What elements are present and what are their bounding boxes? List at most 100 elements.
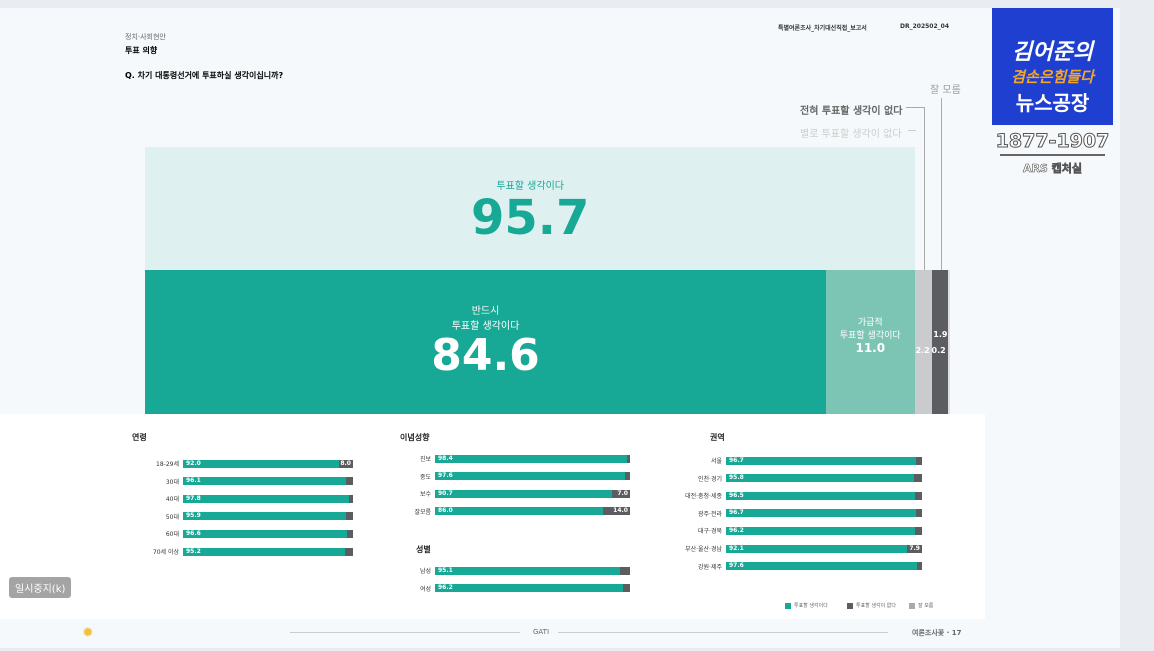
total-value: 95.7	[470, 190, 590, 246]
flower-icon: ✹	[82, 625, 94, 641]
divider	[558, 632, 888, 633]
legend-swatch	[785, 602, 791, 609]
bar-row: 97.6	[726, 562, 922, 571]
row-label: 18-29세	[156, 461, 179, 468]
bar-row: 96.2	[726, 526, 922, 535]
bar-rest	[346, 477, 353, 486]
panel-title: 권역	[710, 433, 725, 442]
bar-rest	[913, 474, 922, 483]
bar-rest	[625, 472, 630, 481]
leader-line	[941, 98, 942, 278]
bar-rest	[349, 494, 353, 503]
bar-value: 97.6	[435, 472, 626, 481]
segment-4: 0.2	[932, 270, 950, 414]
bar-rest	[915, 491, 922, 500]
bar-rest	[626, 454, 630, 463]
bar-value: 96.2	[726, 526, 915, 535]
logo-line1: 김어준의	[1012, 40, 1093, 65]
legend-label: 잘 모름	[918, 603, 934, 609]
bar-row: 96.7	[726, 509, 922, 518]
bar-rest	[347, 529, 353, 538]
question: Q. 차기 대통령선거에 투표하실 생각이십니까?	[125, 71, 284, 80]
bar-value: 96.5	[726, 491, 916, 500]
leader-line	[924, 107, 925, 278]
breakdown-panel: 연령 18-29세 92.0 8.0 30대 96.1 40대 97.8 50대 95.9 60대 9…	[0, 414, 985, 619]
bar-value: 95.1	[435, 566, 621, 575]
bar-rest	[346, 512, 353, 521]
bar-rest: 7.9	[906, 544, 922, 553]
logo-sub: ARS 캡처실	[1022, 162, 1083, 176]
bar-row: 92.1 7.9	[726, 544, 922, 553]
bar-value: 86.0	[435, 507, 603, 516]
bar-row: 96.7	[726, 456, 922, 465]
bar-value: 95.8	[726, 474, 914, 483]
stacked-bar: 반드시 투표할 생각이다 84.6 가급적 투표할 생각이다 11.0 2.2 1.9 0.…	[145, 270, 950, 414]
bar-row: 86.0 14.0	[435, 507, 630, 516]
bar-rest	[344, 547, 353, 556]
row-label: 인천·경기	[698, 475, 722, 483]
logo-line2: 겸손은힘들다	[1011, 68, 1094, 86]
bar-row: 95.8	[726, 474, 922, 483]
row-label: 30대	[165, 478, 179, 486]
row-label: 남성	[419, 568, 431, 575]
bar-value: 92.1	[726, 544, 907, 553]
row-label: 서울	[710, 458, 722, 465]
bar-value: 92.0	[183, 459, 340, 468]
segment-0: 반드시 투표할 생각이다 84.6	[145, 270, 827, 414]
panel-title: 이념성향	[400, 433, 430, 442]
bar-row: 90.7 7.0	[435, 489, 630, 498]
bar-value: 95.9	[183, 512, 347, 521]
bar-rest	[620, 566, 630, 575]
bar-rest: 7.0	[611, 489, 630, 498]
row-label: 40대	[165, 496, 179, 504]
divider	[290, 632, 520, 633]
bar-value: 96.1	[183, 477, 347, 486]
bar-row: 95.9	[183, 512, 353, 521]
bar-value: 97.6	[726, 562, 918, 571]
footer-center: GATI	[533, 628, 550, 636]
bar-row: 92.0 8.0	[183, 459, 353, 468]
bar-value: 96.2	[435, 584, 623, 593]
bar-row: 97.8	[183, 494, 353, 503]
bar-rest	[622, 584, 630, 593]
footer-page: 여론조사꽃 · 17	[912, 629, 962, 637]
row-label: 60대	[165, 531, 179, 539]
bar-value: 96.7	[726, 456, 916, 465]
panel-title: 연령	[132, 433, 147, 442]
bar-rest	[917, 562, 922, 571]
logo-line3: 뉴스공장	[1015, 91, 1090, 115]
row-label: 진보	[419, 456, 431, 463]
section-label: 정치·사회현안	[125, 33, 166, 41]
report-name: 특별여론조사_차기대선직접_보고서	[778, 25, 867, 32]
row-label: 강원·제주	[698, 563, 722, 571]
segment-2: 2.2	[914, 270, 933, 414]
pause-tooltip: 일시중지(k)	[9, 577, 72, 598]
bar-row: 96.1	[183, 477, 353, 486]
row-label: 보수	[419, 491, 431, 499]
bar-rest	[914, 526, 922, 535]
bar-value: 96.7	[726, 509, 916, 518]
legend-item: 투표할 생각이다	[785, 602, 828, 609]
bar-row: 95.1	[435, 566, 630, 575]
row-label: 50대	[165, 513, 179, 521]
topic-title: 투표 의향	[125, 46, 158, 55]
bar-value: 90.7	[435, 489, 612, 498]
leader-line	[908, 130, 916, 131]
segment-text: 84.6	[431, 330, 540, 381]
legend-item: 투표할 생각이 없다	[847, 602, 896, 609]
bar-row: 98.4	[435, 454, 630, 463]
row-label: 대전·충청·세종	[685, 493, 722, 501]
bar-row: 95.2	[183, 547, 353, 556]
bar-value: 97.8	[183, 494, 350, 503]
legend-swatch	[847, 602, 853, 609]
legend-label: 투표할 생각이다	[794, 603, 828, 609]
segment-value: 1.9	[933, 330, 948, 339]
total-label: 투표할 생각이다	[496, 181, 564, 192]
bar-rest: 14.0	[602, 507, 630, 516]
legend-label: 투표할 생각이 없다	[856, 603, 896, 609]
bar-value: 96.6	[183, 529, 348, 538]
segment-text: 11.0	[855, 341, 886, 355]
bar-rest	[915, 509, 922, 518]
report-code: DR_202502_04	[900, 23, 949, 30]
row-label: 광주·전라	[698, 510, 722, 518]
